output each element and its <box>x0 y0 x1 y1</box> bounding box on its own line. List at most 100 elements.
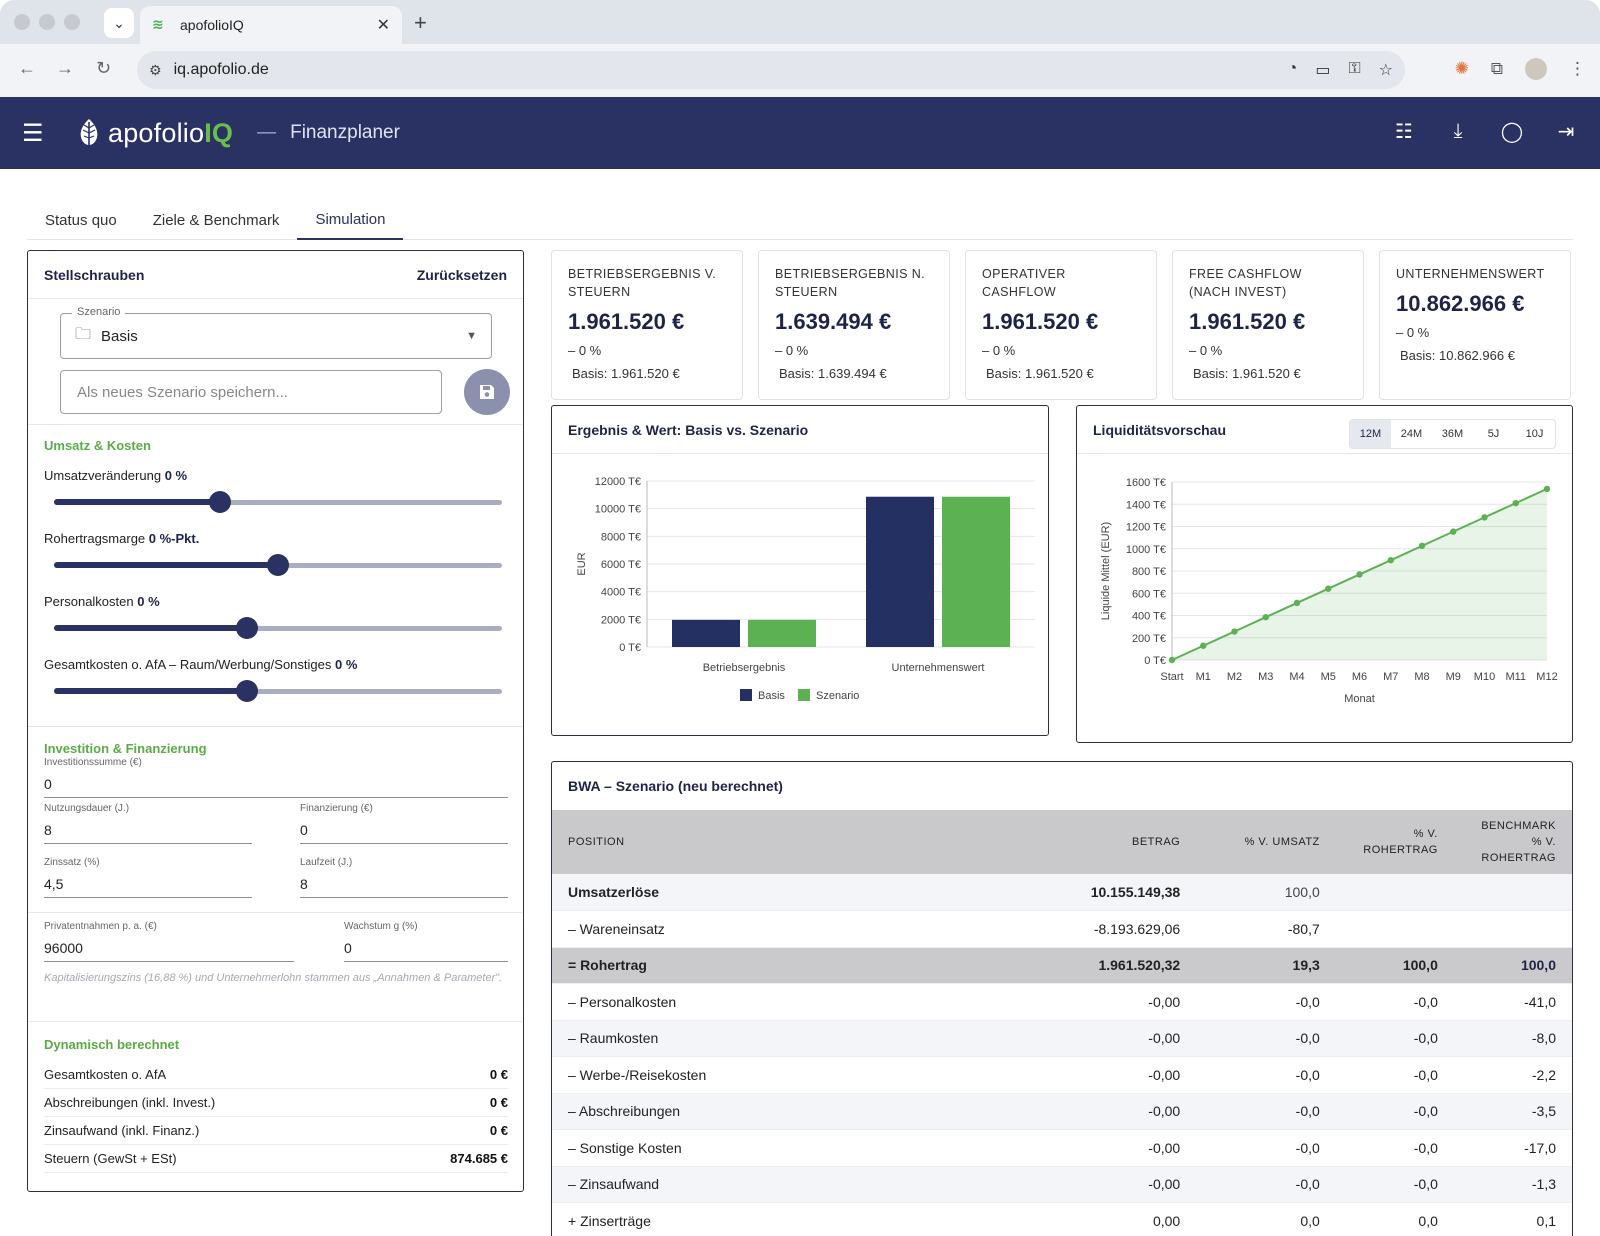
stellschrauben-panel: Stellschrauben Zurücksetzen 🗀 Basis ▼ Sz… <box>27 250 524 1192</box>
back-arrow-icon[interactable]: ← <box>18 58 36 78</box>
cell-position: + Zinserträge <box>552 1202 1036 1236</box>
browser-tabbar: ⌄ ≋ apofolioIQ ✕ + <box>0 0 1600 44</box>
field-finanzierung[interactable]: Finanzierung (€) 0 <box>300 803 508 844</box>
x-tick-label: M1 <box>1196 671 1211 683</box>
tab-status-quo[interactable]: Status quo <box>45 211 117 229</box>
cell-rohertrag: 0,0 <box>1335 1202 1454 1236</box>
url-text[interactable]: iq.apofolio.de <box>173 61 269 78</box>
download-icon[interactable]: ⤓ <box>1453 119 1463 142</box>
new-tab-plus-icon[interactable]: + <box>414 10 427 35</box>
password-key-icon[interactable]: ⚿ <box>1348 60 1361 77</box>
cell-benchmark: -8,0 <box>1453 1020 1572 1057</box>
subtitle-text: Finanzplaner <box>290 122 400 143</box>
kpi-change: – 0 % <box>1396 325 1430 340</box>
cell-benchmark: -17,0 <box>1453 1129 1572 1167</box>
col-benchmark[interactable]: Benchmark % v. Rohertrag <box>1453 810 1572 874</box>
col-position[interactable]: Position <box>552 810 1036 874</box>
range-12m-button[interactable]: 12M <box>1350 420 1391 448</box>
cell-betrag: 1.961.520,32 <box>1035 947 1197 984</box>
field-zinssatz[interactable]: Zinssatz (%) 4,5 <box>44 857 252 898</box>
window-minimize-dot[interactable] <box>39 14 55 30</box>
y-tick-label: 400 T€ <box>1132 611 1166 623</box>
col-umsatz[interactable]: % v. Umsatz <box>1196 810 1336 874</box>
kpi-card-operativer-cashflow: Operativer Cashflow 1.961.520 € – 0 % Ba… <box>965 250 1157 400</box>
reset-button[interactable]: Zurücksetzen <box>416 266 507 283</box>
bwa-table: Position Betrag % v. Umsatz % v. Rohertr… <box>552 810 1572 1236</box>
dyn-row-zinsaufwand: Zinsaufwand (inkl. Finanz.) 0 € <box>44 1117 508 1145</box>
slider-personalkosten[interactable] <box>54 617 502 639</box>
address-bar-row: ← → ↻ ⚙ iq.apofolio.de ◔ ▭ ⚿ ☆ ✺ ⧉ ⋮ <box>0 44 1600 97</box>
cell-umsatz: -0,0 <box>1196 1056 1336 1094</box>
chat-bubble-icon[interactable]: ◯ <box>1500 120 1524 143</box>
x-tick-label: M4 <box>1289 671 1304 683</box>
app-logo[interactable]: apofolio IQ <box>78 118 233 149</box>
field-investitionssumme[interactable]: Investitionssumme (€) 0 <box>44 757 508 798</box>
scenario-select[interactable]: 🗀 Basis ▼ <box>60 313 492 359</box>
slider-thumb[interactable] <box>208 491 231 513</box>
window-maximize-dot[interactable] <box>64 14 80 30</box>
site-settings-icon[interactable]: ⚙ <box>149 61 162 78</box>
cell-benchmark: -3,5 <box>1453 1093 1572 1130</box>
install-app-icon[interactable]: ▭ <box>1315 62 1331 79</box>
forward-arrow-icon[interactable]: → <box>56 58 74 78</box>
tab-ziele-benchmark[interactable]: Ziele & Benchmark <box>152 211 280 229</box>
browser-tab[interactable]: ≋ apofolioIQ ✕ <box>140 6 402 44</box>
hamburger-menu-icon[interactable]: ☰ <box>22 119 44 147</box>
x-tick-label: Unternehmenswert <box>892 662 985 674</box>
bookmark-star-icon[interactable]: ☆ <box>1378 62 1393 79</box>
y-tick-label: 2000 T€ <box>601 614 641 626</box>
cell-position: Umsatzerlöse <box>552 874 1036 911</box>
logout-icon[interactable]: ⇥ <box>1557 120 1575 143</box>
slider-thumb[interactable] <box>235 617 258 639</box>
slider-rohertragsmarge[interactable] <box>54 554 502 576</box>
omnibox[interactable]: ⚙ iq.apofolio.de ◔ ▭ ⚿ ☆ <box>137 51 1405 89</box>
divider <box>28 912 522 913</box>
profile-avatar[interactable] <box>1525 58 1547 80</box>
range-36m-button[interactable]: 36M <box>1441 428 1464 440</box>
table-row: – Werbe-/Reisekosten -0,00 -0,0 -0,0 -2,2 <box>552 1056 1572 1094</box>
tab-close-icon[interactable]: ✕ <box>376 17 390 34</box>
slider-label-umsatz: Umsatzveränderung 0 % <box>44 468 188 483</box>
tab-simulation[interactable]: Simulation <box>297 200 404 240</box>
cell-rohertrag: -0,0 <box>1335 1129 1454 1167</box>
browser-menu-icon[interactable]: ⋮ <box>1569 59 1586 78</box>
slider-umsatz[interactable] <box>54 491 502 513</box>
y-tick-label: 10000 T€ <box>595 504 641 516</box>
section-dynamisch: Dynamisch berechnet <box>44 1037 180 1052</box>
save-scenario-input[interactable]: Als neues Szenario speichern... <box>60 370 442 414</box>
kpi-change: – 0 % <box>775 343 809 358</box>
col-betrag[interactable]: Betrag <box>1035 810 1197 874</box>
window-close-dot[interactable] <box>14 14 30 30</box>
range-24m-button[interactable]: 24M <box>1400 428 1423 440</box>
tab-search-chevron-icon[interactable]: ⌄ <box>104 8 134 38</box>
data-point <box>1231 628 1238 635</box>
performance-icon[interactable]: ◔ <box>1287 60 1298 77</box>
field-nutzungsdauer[interactable]: Nutzungsdauer (J.) 8 <box>44 803 252 844</box>
y-tick-label: 600 T€ <box>1132 588 1166 600</box>
bar-basis <box>672 619 740 647</box>
kpi-label: Betriebsergebnis n. Steuern <box>775 267 925 299</box>
range-5j-button[interactable]: 5J <box>1487 428 1500 440</box>
bar-chart-title: Ergebnis & Wert: Basis vs. Szenario <box>552 406 1048 454</box>
slider-thumb[interactable] <box>235 680 258 702</box>
extension-burst-icon[interactable]: ✺ <box>1454 59 1469 78</box>
table-row: = Rohertrag 1.961.520,32 19,3 100,0 100,0 <box>552 947 1572 984</box>
slider-gesamtkosten[interactable] <box>54 680 502 702</box>
extensions-puzzle-icon[interactable]: ⧉ <box>1490 59 1503 78</box>
y-tick-label: 800 T€ <box>1132 566 1166 578</box>
col-rohertrag[interactable]: % v. Rohertrag <box>1335 810 1454 874</box>
field-wachstum[interactable]: Wachstum g (%) 0 <box>344 921 508 962</box>
app-header: ☰ apofolio IQ — Finanzplaner ☷ ⤓ ◯ ⇥ <box>0 97 1600 169</box>
range-10j-button[interactable]: 10J <box>1525 428 1544 440</box>
data-point <box>1168 656 1176 664</box>
reload-icon[interactable]: ↻ <box>96 58 112 78</box>
slider-thumb[interactable] <box>267 554 289 576</box>
tune-sliders-icon[interactable]: ☷ <box>1395 120 1413 143</box>
field-privatentnahmen[interactable]: Privatentnahmen p. a. (€) 96000 <box>44 921 294 962</box>
cell-umsatz: -0,0 <box>1196 1166 1336 1203</box>
kpi-value: 1.961.520 € <box>568 309 685 334</box>
field-laufzeit[interactable]: Laufzeit (J.) 8 <box>300 857 508 898</box>
save-floppy-icon[interactable] <box>464 369 510 415</box>
kpi-value: 10.862.966 € <box>1396 291 1525 316</box>
extension-icons: ✺ ⧉ ⋮ <box>1455 58 1586 80</box>
